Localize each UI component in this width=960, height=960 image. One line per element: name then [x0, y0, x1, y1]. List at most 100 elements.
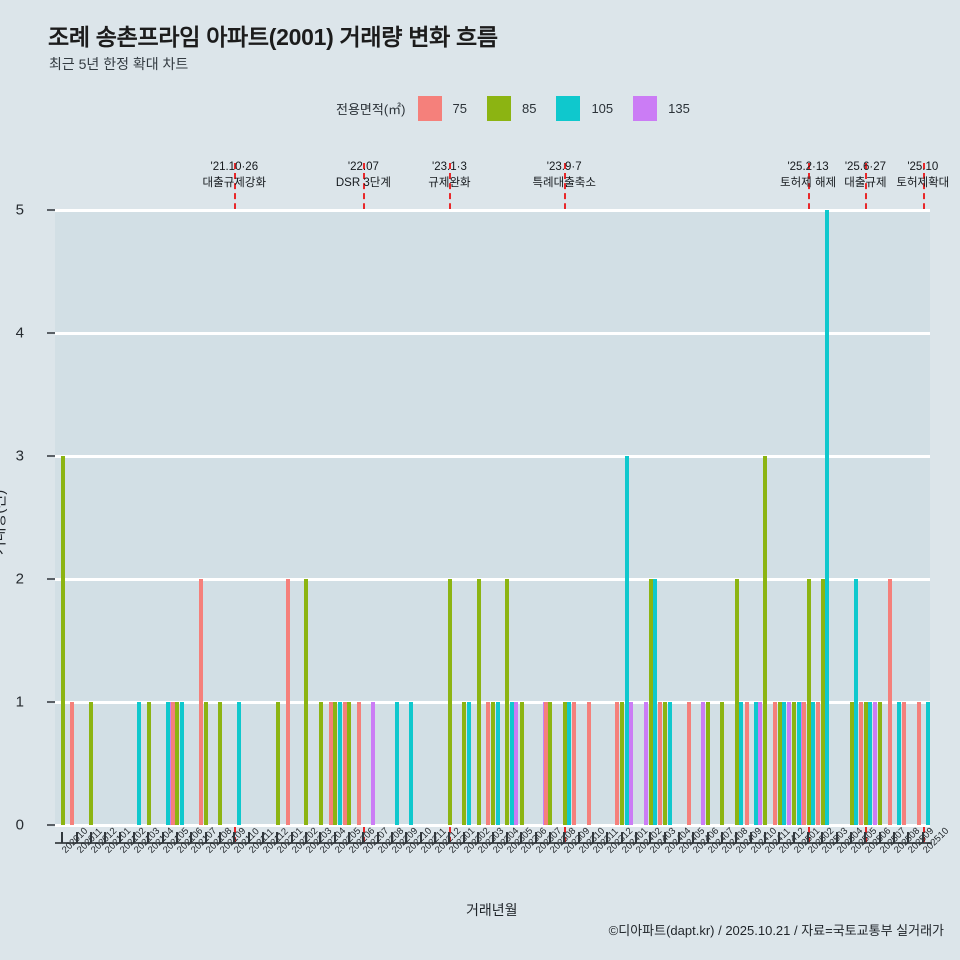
- bar-202302-85[interactable]: [462, 702, 467, 825]
- bar-202401-75[interactable]: [615, 702, 620, 825]
- bar-202410-135[interactable]: [758, 702, 763, 825]
- bar-202308-75[interactable]: [543, 702, 548, 825]
- bar-202301-85[interactable]: [447, 579, 452, 825]
- bar-202309-85[interactable]: [562, 702, 567, 825]
- bar-202403-105[interactable]: [653, 579, 658, 825]
- bar-202502-105[interactable]: [811, 702, 816, 825]
- bar-202505-85[interactable]: [849, 702, 854, 825]
- bar-202108-85[interactable]: [204, 702, 209, 825]
- bar-202408-85[interactable]: [720, 702, 725, 825]
- bar-202209-105[interactable]: [395, 702, 400, 825]
- bar-202401-85[interactable]: [620, 702, 625, 825]
- bar-202510-75[interactable]: [916, 702, 921, 825]
- bar-202507-85[interactable]: [878, 702, 883, 825]
- bar-202202-75[interactable]: [285, 579, 290, 825]
- legend-item-label: 85: [521, 100, 537, 116]
- bar-202508-75[interactable]: [887, 579, 892, 825]
- bar-202106-85[interactable]: [175, 702, 180, 825]
- bar-202203-85[interactable]: [304, 579, 309, 825]
- bar-202412-75[interactable]: [773, 702, 778, 825]
- bar-202205-75[interactable]: [328, 702, 333, 825]
- bar-202503-105[interactable]: [825, 210, 830, 825]
- bar-202206-85[interactable]: [347, 702, 352, 825]
- bar-202110-105[interactable]: [237, 702, 242, 825]
- bar-202501-85[interactable]: [792, 702, 797, 825]
- bar-202011-75[interactable]: [70, 702, 75, 825]
- bar-202207-135[interactable]: [371, 702, 376, 825]
- bar-202506-85[interactable]: [863, 702, 868, 825]
- bar-202302-105[interactable]: [466, 702, 471, 825]
- legend-item-85[interactable]: 85: [486, 95, 550, 121]
- bar-202206-75[interactable]: [342, 702, 347, 825]
- x-axis-tick-mark: [477, 832, 480, 843]
- bar-202410-75[interactable]: [744, 702, 749, 825]
- bar-202403-85[interactable]: [648, 579, 653, 825]
- legend-item-135[interactable]: 135: [633, 95, 704, 121]
- bar-202402-135[interactable]: [643, 702, 648, 825]
- bar-202401-105[interactable]: [624, 456, 629, 825]
- bar-202407-85[interactable]: [706, 702, 711, 825]
- bar-202204-85[interactable]: [318, 702, 323, 825]
- bar-202304-105[interactable]: [495, 702, 500, 825]
- x-axis-tick-mark: [821, 832, 824, 843]
- bar-202105-105[interactable]: [165, 702, 170, 825]
- bar-202304-85[interactable]: [490, 702, 495, 825]
- bar-202310-75[interactable]: [572, 702, 577, 825]
- bar-202502-85[interactable]: [806, 579, 811, 825]
- bar-202306-85[interactable]: [519, 702, 524, 825]
- bar-202411-85[interactable]: [763, 456, 768, 825]
- bar-202506-135[interactable]: [873, 702, 878, 825]
- bar-202506-105[interactable]: [868, 702, 873, 825]
- bar-202404-85[interactable]: [663, 702, 668, 825]
- x-axis-tick-mark: [778, 832, 781, 843]
- bar-202404-105[interactable]: [667, 702, 672, 825]
- bar-202012-85[interactable]: [89, 702, 94, 825]
- bar-202409-105[interactable]: [739, 702, 744, 825]
- bar-202406-135[interactable]: [700, 702, 705, 825]
- bar-202311-75[interactable]: [586, 702, 591, 825]
- bar-202410-105[interactable]: [753, 702, 758, 825]
- bar-202103-105[interactable]: [136, 702, 141, 825]
- bar-202412-105[interactable]: [782, 702, 787, 825]
- bar-202412-135[interactable]: [787, 702, 791, 825]
- bar-202509-75[interactable]: [902, 702, 907, 825]
- bar-202308-85[interactable]: [548, 702, 553, 825]
- bar-202305-135[interactable]: [514, 702, 519, 825]
- legend-item-75[interactable]: 75: [417, 95, 481, 121]
- bar-202304-75[interactable]: [486, 702, 491, 825]
- bar-202503-75[interactable]: [816, 702, 821, 825]
- bar-202106-105[interactable]: [179, 702, 184, 825]
- bar-202309-105[interactable]: [567, 702, 572, 825]
- bar-202501-105[interactable]: [796, 702, 801, 825]
- bar-202503-85[interactable]: [820, 579, 825, 825]
- x-axis-tick-mark: [175, 832, 178, 843]
- bar-202205-85[interactable]: [333, 702, 338, 825]
- bar-202404-75[interactable]: [658, 702, 663, 825]
- bar-202505-105[interactable]: [854, 579, 859, 825]
- bar-202109-85[interactable]: [218, 702, 223, 825]
- bar-202303-85[interactable]: [476, 579, 481, 825]
- bar-202409-85[interactable]: [734, 579, 739, 825]
- legend-item-105[interactable]: 105: [556, 95, 627, 121]
- plot-area: [55, 208, 930, 827]
- x-axis-tick-mark: [290, 832, 293, 843]
- bar-202406-75[interactable]: [687, 702, 692, 825]
- x-axis-tick-mark: [850, 832, 853, 843]
- bar-202207-75[interactable]: [357, 702, 362, 825]
- bar-202305-105[interactable]: [509, 702, 514, 825]
- bar-202412-85[interactable]: [777, 702, 782, 825]
- bar-202108-75[interactable]: [199, 579, 204, 825]
- bar-202201-85[interactable]: [275, 702, 280, 825]
- bar-202205-105[interactable]: [337, 702, 342, 825]
- bar-202106-75[interactable]: [170, 702, 175, 825]
- bar-202305-85[interactable]: [505, 579, 510, 825]
- bar-202506-75[interactable]: [859, 702, 864, 825]
- bar-202510-105[interactable]: [925, 702, 930, 825]
- bar-202210-105[interactable]: [409, 702, 414, 825]
- bar-202401-135[interactable]: [629, 702, 634, 825]
- bar-202508-105[interactable]: [897, 702, 902, 825]
- bar-202502-75[interactable]: [801, 702, 806, 825]
- bar-202010-85[interactable]: [60, 456, 65, 825]
- bar-202104-85[interactable]: [146, 702, 151, 825]
